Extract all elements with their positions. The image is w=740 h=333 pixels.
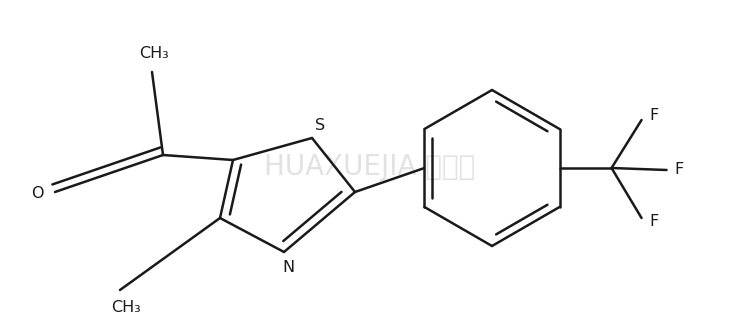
- Text: F: F: [649, 214, 658, 229]
- Text: S: S: [315, 119, 325, 134]
- Text: CH₃: CH₃: [111, 300, 141, 315]
- Text: F: F: [674, 163, 683, 177]
- Text: CH₃: CH₃: [139, 47, 169, 62]
- Text: F: F: [649, 109, 658, 124]
- Text: N: N: [282, 260, 294, 275]
- Text: HUAXUEJIA 化学加: HUAXUEJIA 化学加: [264, 153, 476, 181]
- Text: O: O: [31, 186, 43, 201]
